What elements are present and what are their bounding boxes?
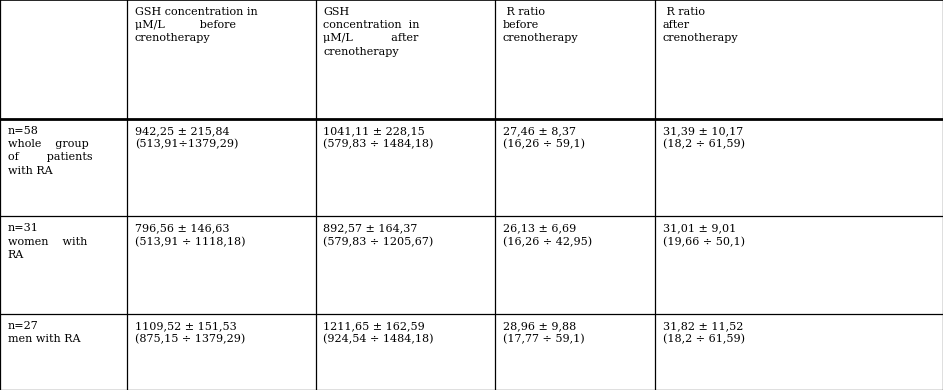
Text: 1041,11 ± 228,15
(579,83 ÷ 1484,18): 1041,11 ± 228,15 (579,83 ÷ 1484,18) [323,126,434,150]
Text: GSH
concentration  in
μM/L           after
crenotherapy: GSH concentration in μM/L after crenothe… [323,7,420,57]
Text: 31,39 ± 10,17
(18,2 ÷ 61,59): 31,39 ± 10,17 (18,2 ÷ 61,59) [663,126,745,150]
Text: n=27
men with RA: n=27 men with RA [8,321,80,344]
Text: 942,25 ± 215,84
(513,91÷1379,29): 942,25 ± 215,84 (513,91÷1379,29) [135,126,239,150]
Text: GSH concentration in
μM/L          before
crenotherapy: GSH concentration in μM/L before crenoth… [135,7,257,43]
Text: 27,46 ± 8,37
(16,26 ÷ 59,1): 27,46 ± 8,37 (16,26 ÷ 59,1) [503,126,585,150]
Text: R ratio
before
crenotherapy: R ratio before crenotherapy [503,7,578,43]
Text: 796,56 ± 146,63
(513,91 ÷ 1118,18): 796,56 ± 146,63 (513,91 ÷ 1118,18) [135,223,245,247]
Text: 892,57 ± 164,37
(579,83 ÷ 1205,67): 892,57 ± 164,37 (579,83 ÷ 1205,67) [323,223,434,247]
Text: 31,82 ± 11,52
(18,2 ÷ 61,59): 31,82 ± 11,52 (18,2 ÷ 61,59) [663,321,745,345]
Text: n=31
women    with
RA: n=31 women with RA [8,223,87,260]
Text: R ratio
after
crenotherapy: R ratio after crenotherapy [663,7,738,43]
Text: 1211,65 ± 162,59
(924,54 ÷ 1484,18): 1211,65 ± 162,59 (924,54 ÷ 1484,18) [323,321,434,345]
Text: n=58
whole    group
of        patients
with RA: n=58 whole group of patients with RA [8,126,92,176]
Text: 28,96 ± 9,88
(17,77 ÷ 59,1): 28,96 ± 9,88 (17,77 ÷ 59,1) [503,321,585,345]
Text: 1109,52 ± 151,53
(875,15 ÷ 1379,29): 1109,52 ± 151,53 (875,15 ÷ 1379,29) [135,321,245,345]
Text: 26,13 ± 6,69
(16,26 ÷ 42,95): 26,13 ± 6,69 (16,26 ÷ 42,95) [503,223,592,247]
Text: 31,01 ± 9,01
(19,66 ÷ 50,1): 31,01 ± 9,01 (19,66 ÷ 50,1) [663,223,745,247]
